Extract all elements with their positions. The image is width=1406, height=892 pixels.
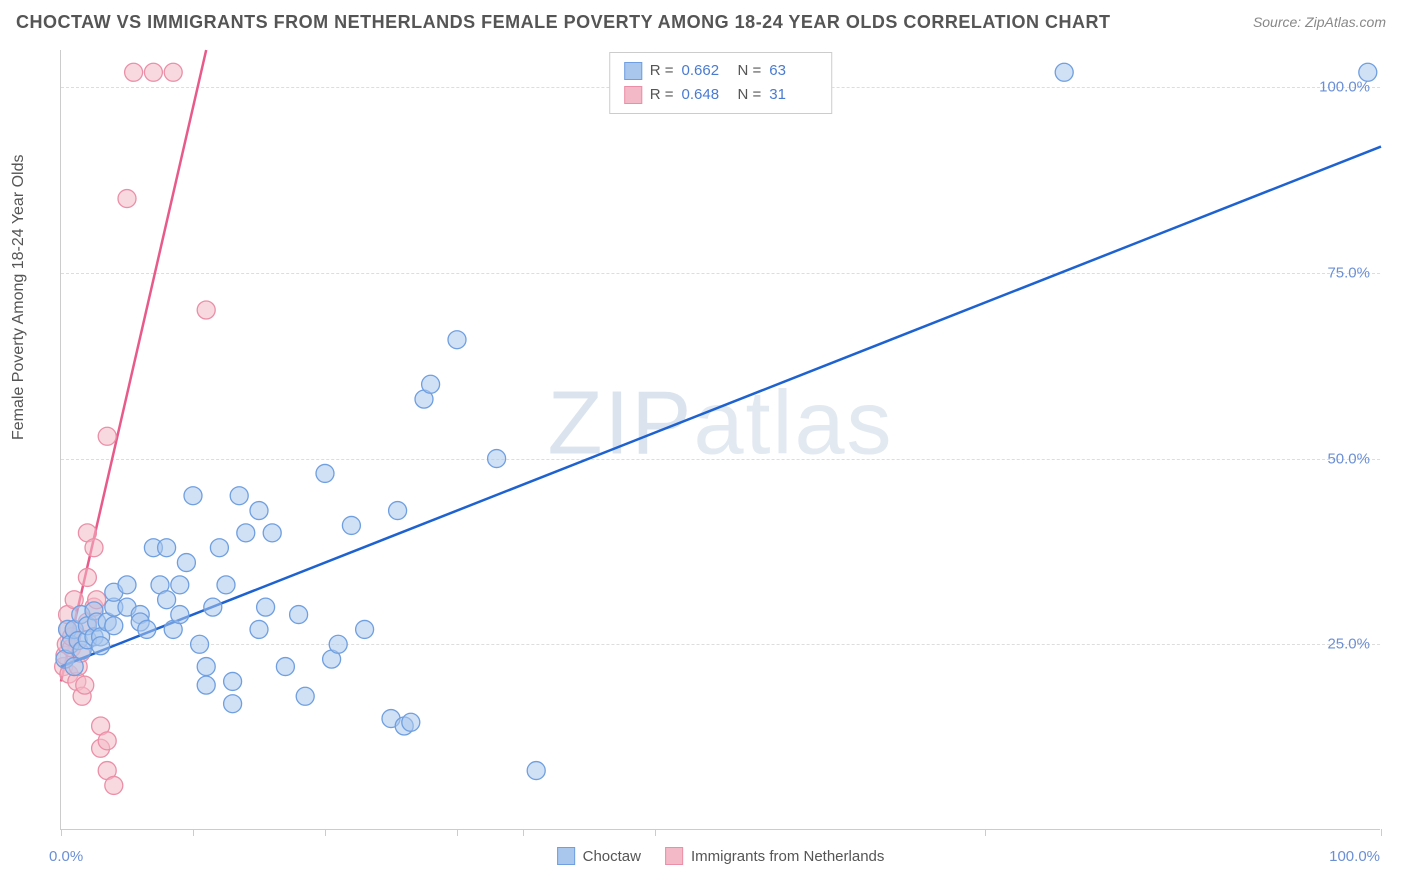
choctaw-point [356, 620, 374, 638]
netherlands-point [85, 539, 103, 557]
scatter-svg [61, 50, 1380, 829]
netherlands-point [164, 63, 182, 81]
r-label: R = [650, 83, 674, 107]
legend-label: Immigrants from Netherlands [691, 848, 884, 865]
choctaw-point [191, 635, 209, 653]
choctaw-point [105, 617, 123, 635]
plot-area: ZIPatlas 25.0%50.0%75.0%100.0% R =0.662N… [60, 50, 1380, 830]
choctaw-point [171, 576, 189, 594]
choctaw-regression-line [61, 147, 1381, 667]
x-tick [1381, 829, 1382, 836]
x-tick [193, 829, 194, 836]
netherlands-point [78, 568, 96, 586]
netherlands-point [197, 301, 215, 319]
choctaw-point [184, 487, 202, 505]
choctaw-point [329, 635, 347, 653]
n-value: 63 [769, 59, 817, 83]
y-axis-label: Female Poverty Among 18-24 Year Olds [10, 155, 28, 441]
choctaw-point [316, 464, 334, 482]
netherlands-point [105, 776, 123, 794]
x-tick [523, 829, 524, 836]
legend-swatch [665, 847, 683, 865]
choctaw-point [197, 676, 215, 694]
choctaw-point [224, 695, 242, 713]
legend-swatch [624, 86, 642, 104]
choctaw-point [488, 450, 506, 468]
choctaw-point [1055, 63, 1073, 81]
choctaw-point [250, 502, 268, 520]
r-value: 0.648 [682, 83, 730, 107]
choctaw-point [210, 539, 228, 557]
choctaw-point [342, 516, 360, 534]
x-axis-max-label: 100.0% [1329, 848, 1380, 865]
choctaw-point [92, 637, 110, 655]
x-axis-min-label: 0.0% [49, 848, 83, 865]
choctaw-point [171, 606, 189, 624]
x-tick [985, 829, 986, 836]
r-label: R = [650, 59, 674, 83]
n-label: N = [738, 59, 762, 83]
legend-stat-row: R = 0.648 N = 31 [624, 83, 818, 107]
choctaw-point [237, 524, 255, 542]
choctaw-point [389, 502, 407, 520]
choctaw-point [217, 576, 235, 594]
choctaw-point [290, 606, 308, 624]
legend-item: Immigrants from Netherlands [665, 847, 884, 865]
legend-swatch [557, 847, 575, 865]
legend-swatch [624, 62, 642, 80]
choctaw-point [138, 620, 156, 638]
source-attribution: Source: ZipAtlas.com [1253, 14, 1386, 30]
legend-stat-row: R = 0.662 N = 63 [624, 59, 818, 83]
choctaw-point [65, 658, 83, 676]
choctaw-point [118, 576, 136, 594]
choctaw-point [158, 591, 176, 609]
x-tick [457, 829, 458, 836]
choctaw-point [276, 658, 294, 676]
n-label: N = [738, 83, 762, 107]
choctaw-point [158, 539, 176, 557]
legend-label: Choctaw [583, 848, 641, 865]
choctaw-point [527, 762, 545, 780]
choctaw-point [230, 487, 248, 505]
choctaw-point [296, 687, 314, 705]
choctaw-point [263, 524, 281, 542]
netherlands-point [144, 63, 162, 81]
netherlands-point [76, 676, 94, 694]
choctaw-point [422, 375, 440, 393]
netherlands-point [98, 732, 116, 750]
netherlands-point [98, 427, 116, 445]
choctaw-point [204, 598, 222, 616]
x-tick [325, 829, 326, 836]
r-value: 0.662 [682, 59, 730, 83]
choctaw-point [257, 598, 275, 616]
legend-item: Choctaw [557, 847, 641, 865]
choctaw-point [177, 554, 195, 572]
n-value: 31 [769, 83, 817, 107]
chart-title: CHOCTAW VS IMMIGRANTS FROM NETHERLANDS F… [16, 12, 1111, 33]
choctaw-point [197, 658, 215, 676]
netherlands-point [125, 63, 143, 81]
choctaw-point [448, 331, 466, 349]
choctaw-point [224, 672, 242, 690]
choctaw-point [402, 713, 420, 731]
choctaw-point [250, 620, 268, 638]
correlation-legend: R = 0.662 N = 63 R = 0.648 N = 31 [609, 52, 833, 114]
x-tick [61, 829, 62, 836]
series-legend: Choctaw Immigrants from Netherlands [557, 847, 885, 865]
netherlands-point [118, 190, 136, 208]
choctaw-point [1359, 63, 1377, 81]
x-tick [655, 829, 656, 836]
